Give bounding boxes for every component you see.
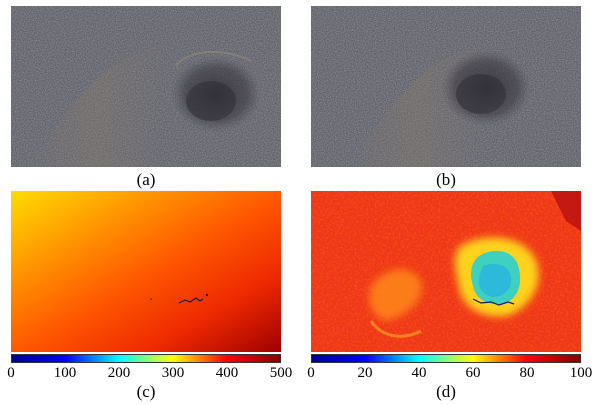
segmentation-panel-d <box>311 191 581 352</box>
colorbar-d <box>311 354 581 363</box>
colorbar-tick-label: 80 <box>519 365 535 381</box>
panel-label-b: (b) <box>436 170 456 189</box>
colorbar-tick-label: 200 <box>107 365 131 381</box>
colorbar-tick-label: 500 <box>269 365 293 381</box>
photo-panel-b <box>311 6 581 167</box>
colorbar-tick-label: 400 <box>215 365 239 381</box>
colorbar-tick-label: 300 <box>161 365 185 381</box>
pothole-photo-b <box>311 6 581 167</box>
photo-panel-a <box>11 6 281 167</box>
depth-map-panel-c <box>11 191 281 352</box>
panel-label-c: (c) <box>136 382 156 401</box>
colorbar-tick-label: 100 <box>569 365 593 381</box>
colorbar-tick-label: 100 <box>53 365 77 381</box>
colorbar-tick-label: 20 <box>357 365 373 381</box>
colorbar-tick-label: 0 <box>307 365 315 381</box>
colorbar-tick-label: 0 <box>7 365 15 381</box>
panel-label-a: (a) <box>136 170 156 189</box>
depth-map-c <box>11 191 281 352</box>
colorbar-c <box>11 354 281 363</box>
pothole-photo-a <box>11 6 281 167</box>
colorbar-tick-label: 60 <box>465 365 481 381</box>
colorbar-tick-label: 40 <box>411 365 427 381</box>
panel-label-d: (d) <box>436 382 456 401</box>
segmentation-map-d <box>311 191 581 352</box>
